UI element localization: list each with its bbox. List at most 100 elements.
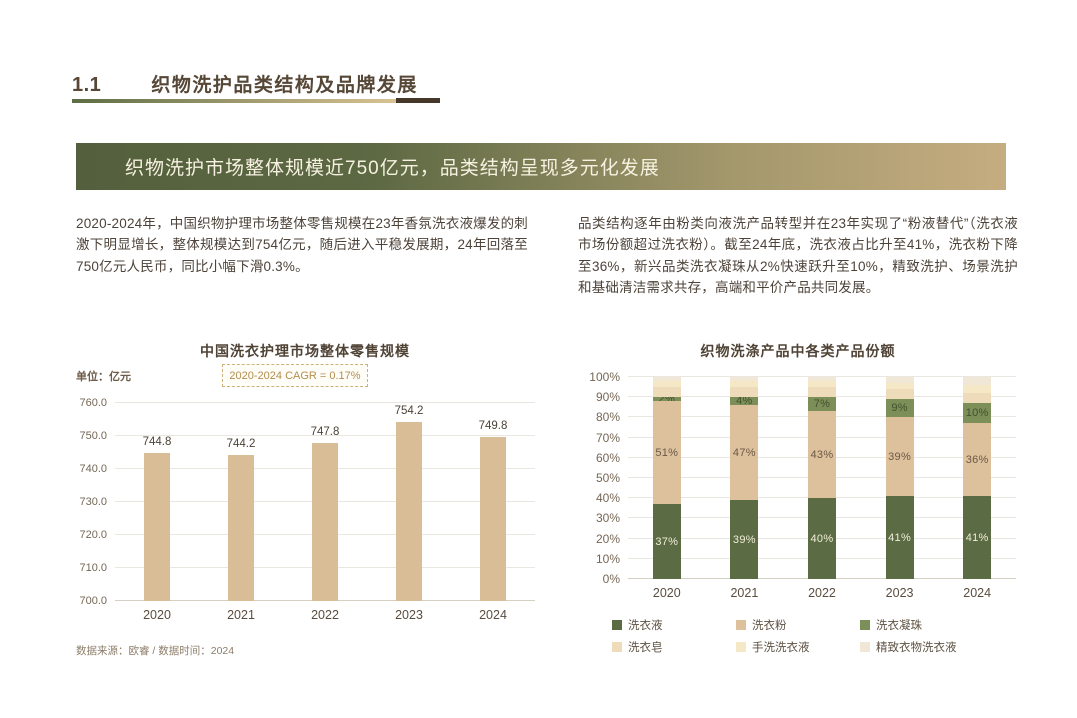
stack-segment — [652, 387, 681, 398]
stack-segment: 47% — [730, 405, 759, 501]
bar-value-label: 744.8 — [142, 436, 172, 449]
segment-label: 41% — [965, 531, 989, 544]
headline-banner: 织物洗护市场整体规模近750亿元，品类结构呈现多元化发展 — [76, 143, 1006, 190]
x-axis-tick-label: 2021 — [227, 608, 255, 622]
segment-label: 2% — [659, 397, 676, 401]
bar-slot: 744.2 — [199, 403, 283, 601]
stack-segment: 9% — [885, 399, 914, 418]
stack-segment: 10% — [963, 403, 992, 424]
stack-segment: 7% — [807, 397, 836, 412]
stack-segment — [885, 389, 914, 400]
legend-swatch — [736, 620, 746, 630]
stack-segment — [730, 381, 759, 388]
stack-segment — [730, 387, 759, 398]
legend-item: 手洗洗衣液 — [736, 639, 860, 655]
stack-segment — [807, 377, 836, 382]
segment-label: 4% — [736, 397, 753, 406]
segment-label: 10% — [965, 407, 989, 420]
bar-value-label: 744.2 — [226, 438, 256, 451]
market-chart-xlabels: 2020 2021 2022 2023 2024 — [115, 608, 535, 622]
bar-slot: 744.8 — [115, 403, 199, 601]
segment-label: 9% — [891, 402, 908, 415]
title-underline-gradient — [72, 99, 396, 103]
bar-slot: 749.8 — [451, 403, 535, 601]
legend-label: 精致衣物洗衣液 — [876, 642, 957, 654]
market-chart-title: 中国洗衣护理市场整体零售规模 — [200, 343, 410, 359]
unit-label: 单位：亿元 — [76, 371, 131, 383]
bar — [480, 436, 506, 601]
legend-label: 洗衣液 — [628, 620, 663, 632]
stack-segment — [963, 393, 992, 404]
legend-item: 洗衣粉 — [736, 617, 860, 633]
stack-slot: 4% 47% 39% — [706, 377, 784, 579]
x-axis-tick-label: 2020 — [143, 608, 171, 622]
bar-slot: 747.8 — [283, 403, 367, 601]
stacked-bar: 9% 39% 41% — [885, 377, 914, 579]
x-axis-tick-label: 2021 — [730, 586, 759, 600]
segment-label: 43% — [810, 448, 834, 461]
stack-segment: 4% — [730, 397, 759, 406]
segment-label: 40% — [810, 532, 834, 545]
segment-label: 7% — [813, 398, 831, 411]
stacked-bar: 7% 43% 40% — [807, 377, 836, 579]
stack-segment — [885, 377, 914, 384]
share-chart-legend: 洗衣液 洗衣粉 洗衣凝珠洗衣皂 手洗洗衣液 精致衣物洗衣液 — [612, 617, 1014, 655]
segment-label: 41% — [888, 531, 912, 544]
gridline — [115, 435, 535, 436]
bar-value-label: 754.2 — [394, 405, 424, 418]
market-chart-plot: 700.0 710.0 720.0 730.0 740.0 750.0 760.0 744.8… — [79, 397, 535, 607]
segment-label: 51% — [655, 446, 679, 459]
x-axis-tick-label: 2022 — [311, 608, 339, 622]
y-axis-tick-label: 710.0 — [79, 562, 107, 575]
gridline — [115, 402, 535, 403]
legend-swatch — [612, 620, 622, 630]
segment-label: 47% — [732, 446, 756, 459]
stack-slot: 10% 36% 41% — [938, 377, 1016, 579]
legend-item: 洗衣液 — [612, 617, 736, 633]
bar-row: 2% 51% 37% 4% 47% 39% 7% 43% 40% 9% 39% 41% 10% 36% 41… — [628, 377, 1016, 579]
title-underline-dark-segment — [396, 98, 440, 103]
y-axis-tick-label: 700.0 — [79, 595, 107, 607]
stacked-bar: 2% 51% 37% — [652, 377, 681, 579]
y-axis-tick-label: 80% — [595, 410, 620, 425]
stack-segment: 2% — [652, 397, 681, 402]
legend-label: 洗衣粉 — [752, 620, 787, 632]
stack-segment: 41% — [885, 496, 914, 579]
y-axis-tick-label: 30% — [595, 511, 620, 526]
stack-segment: 41% — [963, 496, 992, 579]
segment-label: 39% — [732, 533, 756, 546]
stack-segment — [807, 381, 836, 388]
bar — [396, 422, 422, 601]
stacked-bar: 4% 47% 39% — [730, 377, 759, 579]
stack-segment — [730, 377, 759, 382]
y-axis-tick-label: 40% — [595, 491, 620, 506]
y-axis-tick-label: 70% — [595, 430, 620, 445]
y-axis-tick-label: 750.0 — [79, 430, 107, 442]
y-axis-tick-label: 50% — [595, 471, 620, 485]
legend-swatch — [860, 620, 870, 630]
y-axis-tick-label: 740.0 — [79, 463, 107, 476]
stack-segment: 43% — [807, 411, 836, 499]
body-paragraph-right: 品类结构逐年由粉类向液洗产品转型并在23年实现了“粉液替代”（洗衣液市场份额超过… — [578, 216, 1018, 295]
bar-value-label: 747.8 — [310, 426, 340, 439]
stack-slot: 7% 43% 40% — [783, 377, 861, 579]
stack-slot: 9% 39% 41% — [861, 377, 939, 579]
body-paragraph-left: 2020-2024年，中国织物护理市场整体零售规模在23年香氛洗衣液爆发的刺激下… — [76, 216, 528, 274]
x-axis-tick-label: 2023 — [885, 586, 914, 600]
title-underline — [72, 98, 440, 104]
legend-label: 手洗洗衣液 — [752, 642, 810, 654]
legend-item: 洗衣皂 — [612, 639, 736, 655]
share-chart-plot: 0% 10% 20% 30% 40% 50% 60% 70% 80% 90% 100% 2% 51% 37… — [589, 370, 1016, 586]
x-axis-tick-label: 2023 — [395, 608, 423, 622]
legend-swatch — [736, 642, 746, 652]
x-axis-tick-label: 2022 — [808, 586, 836, 600]
bar — [228, 455, 254, 601]
gridline — [628, 376, 1016, 377]
legend-label: 洗衣凝珠 — [876, 620, 922, 632]
stack-slot: 2% 51% 37% — [628, 377, 706, 579]
y-axis-tick-label: 90% — [595, 390, 620, 405]
stack-segment — [807, 387, 836, 398]
bar-value-label: 749.8 — [478, 419, 508, 432]
x-axis-tick-label: 2024 — [479, 608, 507, 622]
